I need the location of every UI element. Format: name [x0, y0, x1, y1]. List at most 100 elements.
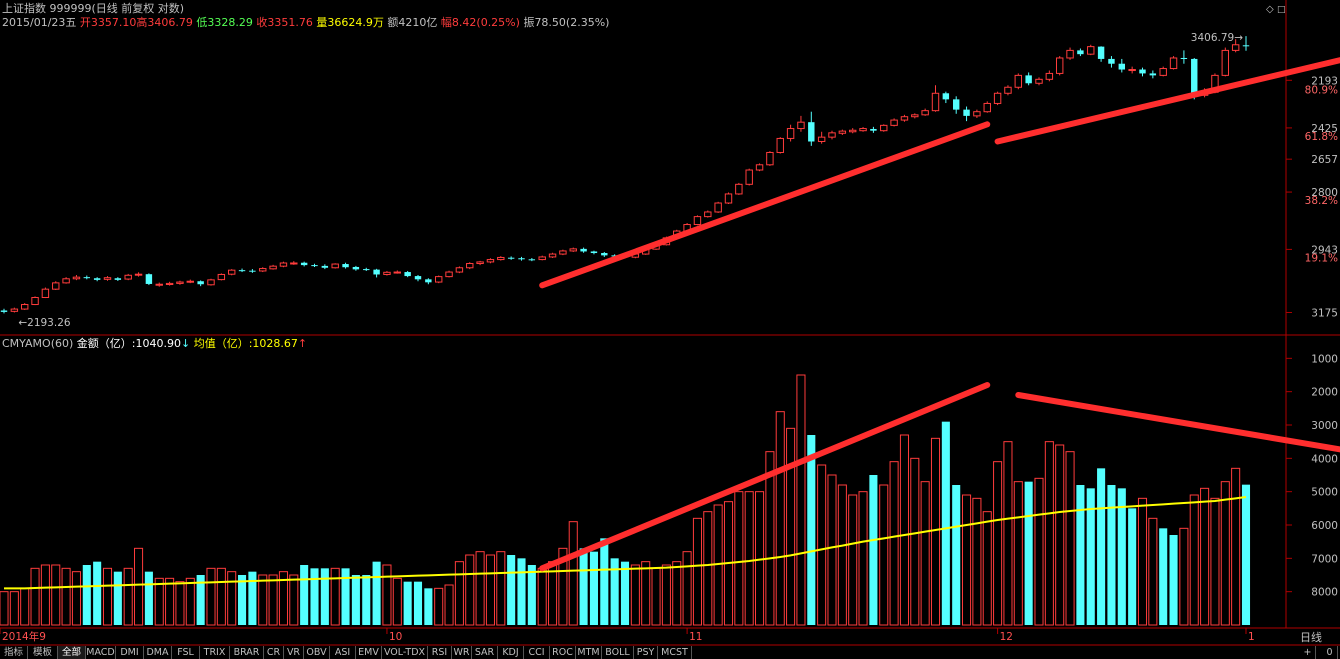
amount-bar	[1159, 528, 1168, 625]
candle-body	[776, 137, 784, 153]
tab-brar[interactable]: BRAR	[230, 646, 264, 659]
diamond-icon[interactable]: ◇	[1266, 4, 1274, 15]
tab-mcst[interactable]: MCST	[658, 646, 692, 659]
candle-body	[62, 278, 70, 284]
amount-bar	[889, 461, 899, 626]
tab-rsi[interactable]: RSI	[428, 646, 452, 659]
amount-bar	[858, 491, 868, 626]
amount-bar	[568, 521, 578, 626]
amount-bar	[982, 511, 992, 626]
amount-bar	[268, 574, 278, 626]
price-trend-line-1	[539, 121, 991, 289]
tab-fsl[interactable]: FSL	[172, 646, 200, 659]
tab-mtm[interactable]: MTM	[576, 646, 602, 659]
amount-bar	[1003, 441, 1013, 626]
amount-bar	[102, 567, 113, 626]
amount-bar	[744, 491, 754, 626]
amount-bar	[413, 581, 423, 625]
amount-bar	[817, 464, 827, 626]
candle-body	[993, 92, 1002, 104]
amount-bar	[661, 564, 671, 626]
amount-bar	[300, 565, 309, 625]
tab-macd[interactable]: MACD	[86, 646, 116, 659]
amount-bar	[424, 588, 433, 625]
candle-body	[1025, 75, 1032, 84]
index-name: 上证指数	[2, 2, 46, 15]
amount-bar	[1137, 497, 1148, 626]
period-label: 日线	[1300, 630, 1322, 644]
tab-all[interactable]: 全部	[58, 646, 86, 659]
square-icon[interactable]: □	[1277, 5, 1286, 15]
amount-bar	[993, 461, 1003, 626]
index-code: 999999	[49, 2, 92, 15]
amount-bar	[330, 567, 340, 626]
candle-body	[249, 270, 256, 272]
tab-trix[interactable]: TRIX	[200, 646, 230, 659]
amount-bar	[600, 538, 609, 625]
amount-bar	[672, 561, 682, 626]
candle-body	[931, 92, 940, 112]
candle-body	[518, 258, 525, 260]
fib-pct-label: 38.2%	[1305, 195, 1338, 207]
amount-bar	[238, 575, 247, 625]
total-amount-label: 金额（亿）	[76, 337, 132, 350]
candle-body	[1066, 49, 1074, 59]
candle-body	[735, 183, 743, 195]
tab-kdj[interactable]: KDJ	[498, 646, 524, 659]
candle-body	[559, 250, 567, 255]
tab-sar[interactable]: SAR	[472, 646, 498, 659]
low-marker-label: ←2193.26	[18, 317, 71, 329]
candle-body	[124, 274, 132, 280]
candle-body	[900, 116, 909, 121]
candle-body	[797, 121, 805, 130]
tab-cci[interactable]: CCI	[524, 646, 550, 659]
amount-trend-line-down	[1015, 392, 1340, 453]
amount-bar	[40, 564, 50, 626]
candle-body	[404, 272, 411, 277]
candle-body	[952, 99, 960, 110]
candle-body	[414, 276, 422, 280]
amount-bar	[796, 374, 806, 626]
candle-body	[342, 264, 349, 268]
candle-body	[425, 279, 432, 283]
tab-obv[interactable]: OBV	[304, 646, 330, 659]
tab-cr[interactable]: CR	[264, 646, 284, 659]
candle-body	[870, 128, 877, 131]
amount-bar	[454, 561, 464, 626]
amount-bar	[1065, 451, 1075, 626]
amount-bar	[113, 571, 122, 625]
candle-body	[1242, 45, 1250, 47]
tab-indicators[interactable]: 指标	[0, 646, 28, 659]
tab-boll[interactable]: BOLL	[602, 646, 634, 659]
pager-button[interactable]: 0	[1322, 646, 1338, 659]
candle-body	[538, 256, 546, 261]
amount-bar	[848, 494, 858, 626]
tab-wr[interactable]: WR	[452, 646, 472, 659]
candle-body	[1159, 68, 1167, 76]
amount-bar	[734, 491, 744, 626]
tab-dmi[interactable]: DMI	[116, 646, 144, 659]
candle-body	[1118, 63, 1126, 70]
tab-vr[interactable]: VR	[284, 646, 304, 659]
amount-bar	[1055, 444, 1065, 626]
candle-body	[466, 263, 474, 269]
amount-bar	[185, 577, 195, 626]
tab-psy[interactable]: PSY	[634, 646, 658, 659]
tab-emv[interactable]: EMV	[356, 646, 382, 659]
tab-templates[interactable]: 模板	[28, 646, 58, 659]
candle-body	[52, 282, 60, 290]
candle-body	[580, 248, 587, 252]
candle-body	[10, 308, 19, 312]
tab-vol-tdx[interactable]: VOL-TDX	[382, 646, 428, 659]
tab-dma[interactable]: DMA	[144, 646, 172, 659]
amount-bar	[93, 561, 102, 625]
amount-bar	[289, 574, 299, 626]
tab-asi[interactable]: ASI	[330, 646, 356, 659]
amount-bar	[620, 561, 630, 625]
tab-roc[interactable]: ROC	[550, 646, 576, 659]
candle-body	[1077, 50, 1084, 55]
candle-body	[497, 256, 505, 261]
zoom-in-button[interactable]: +	[1300, 646, 1316, 659]
amount-bar	[20, 587, 30, 626]
